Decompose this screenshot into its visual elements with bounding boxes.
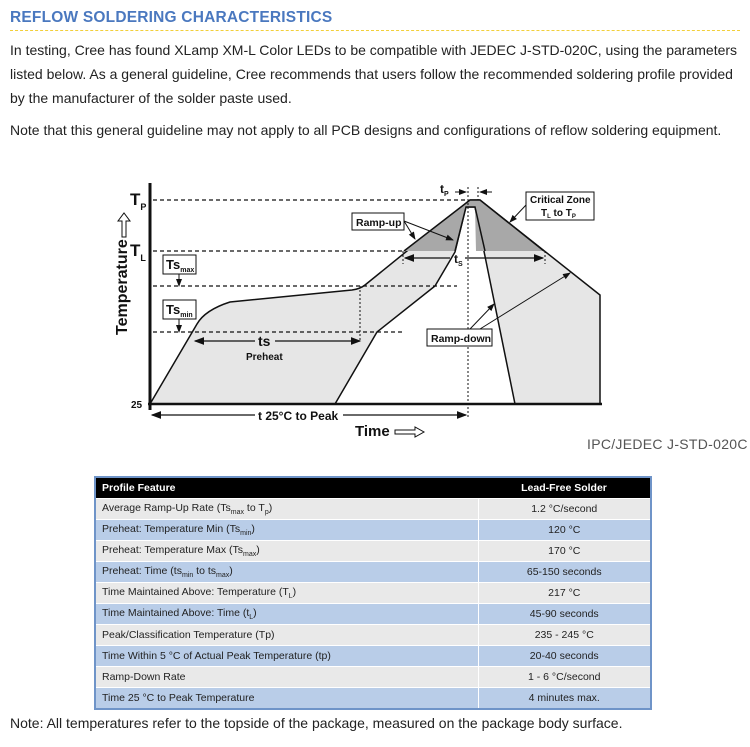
subscript: L: [249, 614, 254, 622]
table-row: Preheat: Temperature Min (Tsmin) 120 °C: [95, 519, 651, 541]
feature-text: ): [251, 522, 255, 535]
subscript: max: [243, 551, 257, 559]
rampdown-label: Ramp-down: [431, 333, 491, 345]
lead-free-value-cell: 20-40 seconds: [477, 645, 651, 667]
subscript: min: [240, 530, 252, 538]
tp-time-label: tP: [440, 182, 449, 198]
table-row: Ramp-Down Rate 1 - 6 °C/second: [95, 666, 651, 688]
x-arrow-icon: [394, 426, 426, 438]
subscript: max: [230, 509, 245, 517]
feature-text: Time Maintained Above: Time (t: [102, 606, 250, 619]
table-row: Preheat: Time (tsmin to tsmax) 65-150 sec…: [95, 561, 651, 583]
feature-text: ): [253, 606, 257, 619]
y-arrow-icon: [117, 212, 131, 238]
title-divider: [10, 30, 740, 31]
y-axis-label: Temperature: [114, 239, 131, 335]
feature-text: ): [229, 564, 233, 577]
table-row: Peak/Classification Temperature (Tp) 235 …: [95, 624, 651, 646]
feature-text: to T: [244, 501, 265, 514]
tl-label: TL: [130, 241, 146, 263]
table-row: Time Within 5 °C of Actual Peak Temperat…: [95, 645, 651, 667]
tsmin-label: Tsmin: [166, 302, 193, 319]
lead-free-value-cell: 65-150 seconds: [477, 561, 651, 583]
table-row: Time Maintained Above: Time (tL) 45-90 se…: [95, 603, 651, 625]
subscript: L: [288, 593, 293, 601]
profile-feature-cell: Time Within 5 °C of Actual Peak Temperat…: [95, 645, 478, 667]
feature-text: Ramp-Down Rate: [102, 671, 186, 683]
critical-zone: [404, 200, 544, 251]
feature-text: Time Within 5 °C of Actual Peak Temperat…: [102, 650, 331, 662]
feature-text: ): [256, 543, 260, 556]
feature-text: ): [292, 585, 297, 598]
table-row: Time 25 °C to Peak Temperature 4 minutes …: [95, 687, 651, 709]
profile-feature-cell: Preheat: Temperature Min (Tsmin): [95, 519, 478, 541]
preheat-label: Preheat: [246, 352, 283, 363]
reflow-profile-diagram: TP TL 25 Temperature Tsmax Tsmin ts Preh…: [114, 182, 602, 440]
feature-text: Preheat: Time (ts: [102, 564, 182, 577]
profile-feature-cell: Peak/Classification Temperature (Tp): [95, 624, 478, 646]
feature-text: Preheat: Temperature Min (Ts: [102, 522, 241, 535]
profile-envelope: [148, 199, 601, 405]
profile-feature-cell: Time 25 °C to Peak Temperature: [95, 687, 478, 709]
lead-free-value-cell: 120 °C: [477, 519, 651, 541]
rampup-label: Ramp-up: [356, 217, 402, 229]
tl-time-label: tS: [454, 252, 463, 268]
tp-label: TP: [130, 190, 146, 212]
t25-label: 25: [131, 400, 143, 411]
section-title: REFLOW SOLDERING CHARACTERISTICS: [10, 9, 333, 26]
subscript: max: [216, 572, 230, 580]
lead-free-value-cell: 235 - 245 °C: [477, 624, 651, 646]
table-header-row: Profile Feature Lead-Free Solder: [95, 477, 651, 499]
feature-text: Time Maintained Above: Temperature (T: [102, 585, 289, 598]
table-row: Average Ramp-Up Rate (Tsmax to Tp) 1.2 °C…: [95, 498, 651, 520]
profile-feature-cell: Preheat: Temperature Max (Tsmax): [95, 540, 478, 562]
feature-text: Preheat: Temperature Max (Ts: [102, 543, 244, 556]
subscript: p: [264, 509, 269, 517]
profile-feature-cell: Time Maintained Above: Time (tL): [95, 603, 478, 625]
lead-free-value-cell: 170 °C: [477, 540, 651, 562]
critical-zone-label-2: TL to TP: [541, 208, 576, 220]
profile-feature-cell: Ramp-Down Rate: [95, 666, 478, 688]
profile-feature-cell: Preheat: Time (tsmin to tsmax): [95, 561, 478, 583]
profile-feature-cell: Average Ramp-Up Rate (Tsmax to Tp): [95, 498, 478, 520]
lead-free-value-cell: 1.2 °C/second: [477, 498, 651, 520]
tsmax-label: Tsmax: [166, 257, 194, 274]
profile-feature-cell: Time Maintained Above: Temperature (TL): [95, 582, 478, 604]
x-axis-label: Time: [355, 423, 390, 440]
feature-text: Time 25 °C to Peak Temperature: [102, 692, 255, 704]
lead-free-value-cell: 217 °C: [477, 582, 651, 604]
lead-free-value-cell: 4 minutes max.: [477, 687, 651, 709]
t25-to-peak-label: t 25°C to Peak: [258, 409, 338, 423]
table-row: Preheat: Temperature Max (Tsmax) 170 °C: [95, 540, 651, 562]
column-header-feature: Profile Feature: [95, 477, 478, 499]
lead-free-value-cell: 45-90 seconds: [477, 603, 651, 625]
guideline-note-paragraph: Note that this general guideline may not…: [10, 122, 722, 138]
lead-free-value-cell: 1 - 6 °C/second: [477, 666, 651, 688]
ts-label: ts: [258, 333, 271, 349]
subscript: min: [181, 572, 194, 580]
feature-text: Average Ramp-Up Rate (Ts: [102, 501, 231, 514]
diagram-source-label: IPC/JEDEC J-STD-020C: [587, 436, 748, 452]
critical-zone-label-1: Critical Zone: [530, 195, 591, 206]
reflow-profile-table: Profile Feature Lead-Free Solder Average…: [94, 476, 652, 710]
column-header-lead-free: Lead-Free Solder: [478, 477, 651, 499]
feature-text: Peak/Classification Temperature (Tp): [102, 629, 275, 641]
feature-text: ): [268, 501, 273, 514]
feature-text: to ts: [193, 564, 216, 577]
table-row: Time Maintained Above: Temperature (TL) 2…: [95, 582, 651, 604]
footnote: Note: All temperatures refer to the tops…: [10, 715, 623, 731]
intro-paragraph: In testing, Cree has found XLamp XM-L Co…: [10, 42, 738, 106]
